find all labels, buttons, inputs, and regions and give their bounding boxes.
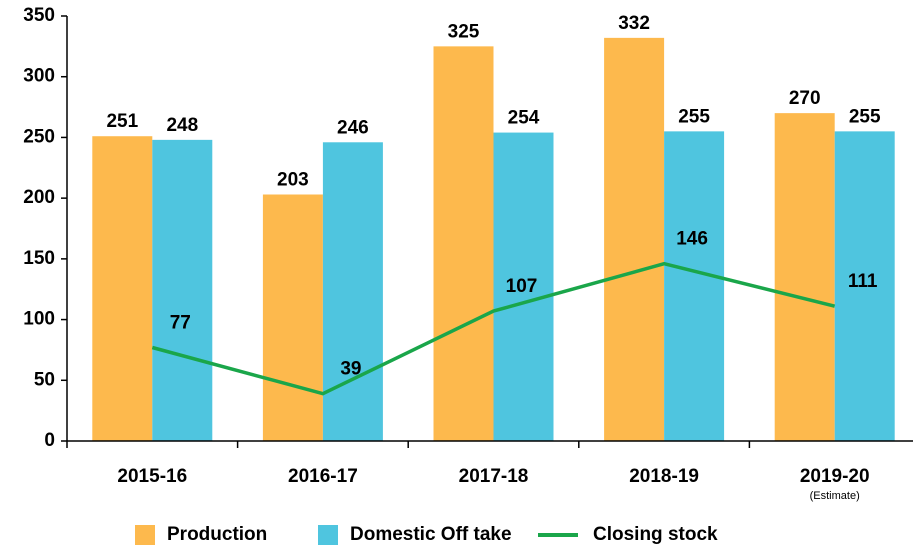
legend-label: Closing stock: [593, 524, 718, 545]
bar: [493, 132, 554, 442]
legend-label: Domestic Off take: [350, 524, 512, 545]
data-label: 246: [337, 117, 369, 138]
data-label: 254: [508, 108, 540, 129]
data-label: 255: [849, 106, 881, 127]
data-label: 77: [170, 313, 191, 334]
x-tick-label: 2019-20: [800, 466, 870, 487]
data-label: 39: [340, 359, 361, 380]
data-label: 146: [676, 229, 708, 250]
x-tick-label: 2018-19: [629, 466, 699, 487]
bar: [433, 46, 494, 441]
bar: [774, 113, 835, 442]
y-tick-label: 350: [23, 5, 55, 26]
bar: [152, 139, 213, 441]
y-tick-label: 50: [34, 369, 55, 390]
y-tick-label: 250: [23, 126, 55, 147]
x-tick-label: 2017-18: [459, 466, 529, 487]
y-tick-label: 0: [44, 430, 55, 451]
data-label: 270: [789, 88, 821, 109]
bar: [834, 131, 895, 441]
data-label: 248: [166, 115, 198, 136]
x-tick-label: 2015-16: [117, 466, 187, 487]
annotation: (Estimate): [810, 490, 860, 502]
data-label: 107: [506, 276, 538, 297]
x-tick-label: 2016-17: [288, 466, 358, 487]
line: [151, 261, 836, 396]
data-label: 203: [277, 170, 309, 191]
y-tick-label: 100: [23, 309, 55, 330]
y-tick-label: 150: [23, 248, 55, 269]
y-tick-label: 200: [23, 187, 55, 208]
legend-label: Production: [167, 524, 267, 545]
bar: [604, 37, 665, 441]
legend-swatch: [318, 525, 338, 545]
legend-swatch: [135, 525, 155, 545]
data-label: 251: [106, 111, 138, 132]
data-label: 111: [848, 271, 878, 292]
data-label: 255: [678, 106, 710, 127]
data-label: 332: [618, 13, 650, 34]
bar: [322, 142, 383, 442]
bar: [664, 131, 725, 441]
data-label: 325: [448, 21, 480, 42]
bar: [262, 194, 323, 441]
bar: [92, 136, 153, 441]
y-tick-label: 300: [23, 66, 55, 87]
